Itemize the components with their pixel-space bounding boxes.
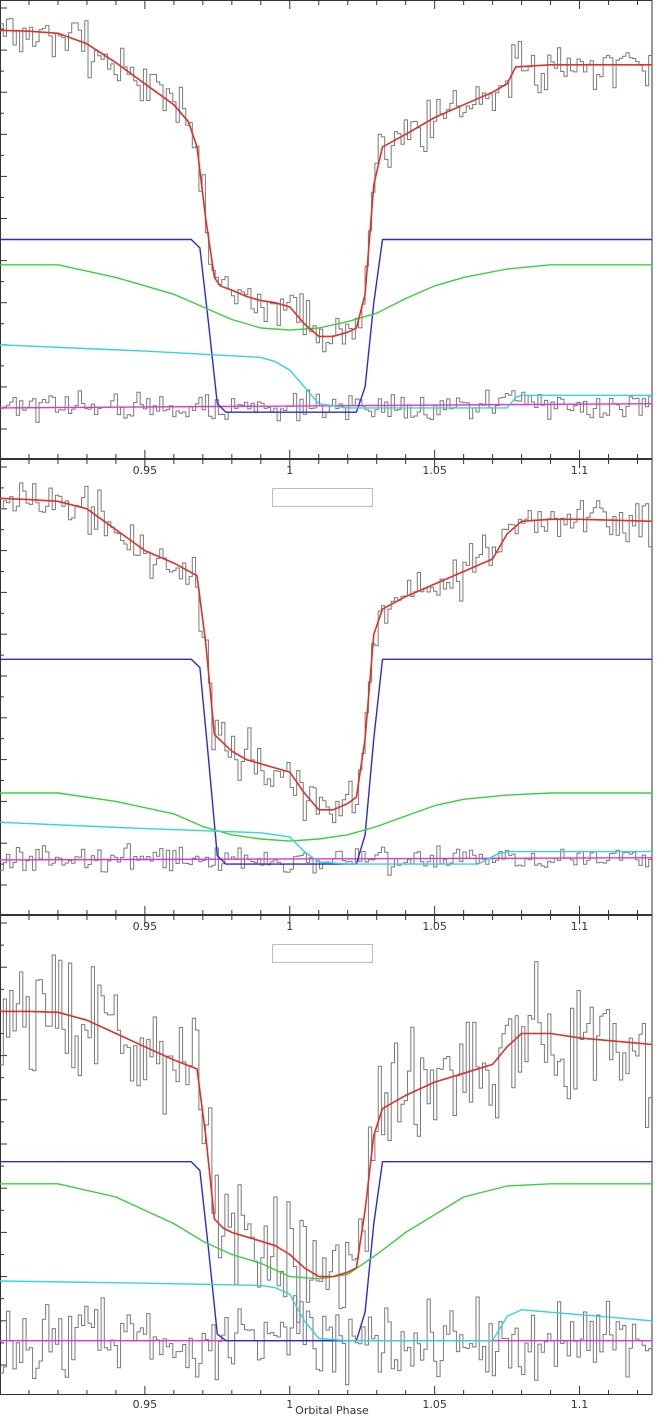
x-tick-label: 1.05 <box>422 920 447 933</box>
panel-frame <box>0 459 653 915</box>
observed-data-series <box>0 482 652 824</box>
observed-data-series <box>0 18 652 353</box>
white-dwarf-series <box>0 658 652 865</box>
disc-series <box>0 792 652 842</box>
x-tick-label: 1.1 <box>571 464 589 477</box>
x-tick-label: 0.95 <box>133 464 158 477</box>
disc-series <box>0 1183 652 1280</box>
x-tick-label: 1.05 <box>422 464 447 477</box>
disc-series <box>0 264 652 331</box>
x-tick-label: 0.95 <box>133 1398 158 1411</box>
panel-1: 0.95 1 1.05 1.1 <box>0 0 653 477</box>
x-tick-label: 1 <box>286 464 293 477</box>
panel-frame <box>0 0 653 459</box>
panels: 0.95 1 1.05 1.1 0.95 1 1.05 1.1 0.95 1 1.05 1.1 <box>0 0 653 1411</box>
bright-spot-series <box>0 1280 653 1342</box>
x-tick-label: 1.05 <box>422 1398 447 1411</box>
observed-data-series <box>0 954 652 1323</box>
white-dwarf-series <box>0 238 652 413</box>
x-tick-label: 1.1 <box>571 920 589 933</box>
x-tick-label: 1 <box>286 920 293 933</box>
white-dwarf-series <box>0 1161 652 1342</box>
x-tick-label: 1 <box>286 1398 293 1411</box>
panel-3: 0.95 1 1.05 1.1 <box>0 915 653 1411</box>
legend-box <box>272 488 373 507</box>
model-fit-series <box>0 1010 653 1278</box>
model-fit-series <box>0 497 653 811</box>
model-fit-series <box>0 29 652 338</box>
panel-frame <box>0 915 653 1395</box>
x-tick-label: 0.95 <box>133 920 158 933</box>
secondary-star-series <box>0 857 653 861</box>
x-axis-label: Orbital Phase <box>295 1404 369 1417</box>
legend-box <box>272 944 373 963</box>
x-tick-label: 1.1 <box>571 1398 589 1411</box>
bright-spot-series <box>0 821 652 865</box>
bright-spot-series <box>0 344 652 409</box>
residuals-series <box>0 1295 652 1386</box>
panel-2: 0.95 1 1.05 1.1 <box>0 459 653 933</box>
secondary-star-series <box>0 403 653 409</box>
